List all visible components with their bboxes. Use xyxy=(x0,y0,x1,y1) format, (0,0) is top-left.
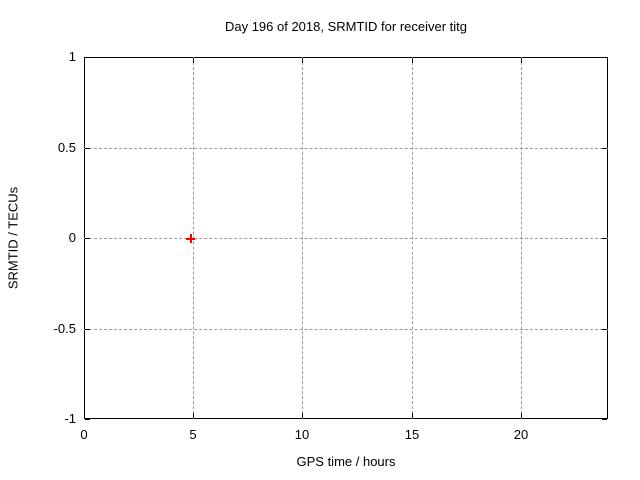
x-tick-bottom xyxy=(412,413,413,418)
y-tick-right xyxy=(602,238,607,239)
x-tick-top xyxy=(302,58,303,63)
x-tick-label: 20 xyxy=(513,427,529,442)
x-axis-label: GPS time / hours xyxy=(296,454,396,469)
x-tick-top xyxy=(84,58,85,63)
x-tick-bottom xyxy=(193,413,194,418)
chart-title: Day 196 of 2018, SRMTID for receiver tit… xyxy=(224,19,468,34)
y-tick-right xyxy=(602,329,607,330)
x-tick-bottom xyxy=(302,413,303,418)
x-tick-label: 5 xyxy=(189,427,197,442)
y-tick-label: 0.5 xyxy=(57,140,76,155)
x-tick-bottom xyxy=(84,413,85,418)
data-point-marker xyxy=(186,234,195,243)
y-gridline xyxy=(84,148,608,149)
y-tick-right xyxy=(602,419,607,420)
y-gridline xyxy=(84,238,608,239)
x-tick-bottom xyxy=(521,413,522,418)
y-tick-label: -1 xyxy=(64,411,76,426)
y-tick-left xyxy=(85,419,90,420)
x-tick-top xyxy=(193,58,194,63)
y-tick-left xyxy=(85,238,90,239)
x-tick-label: 0 xyxy=(80,427,88,442)
x-tick-top xyxy=(521,58,522,63)
x-tick-label: 15 xyxy=(404,427,420,442)
x-tick-top xyxy=(412,58,413,63)
y-tick-right xyxy=(602,57,607,58)
y-tick-label: -0.5 xyxy=(53,321,76,336)
y-tick-right xyxy=(602,148,607,149)
marker-vertical-stroke xyxy=(190,234,192,243)
y-tick-label: 1 xyxy=(68,49,76,64)
y-tick-left xyxy=(85,57,90,58)
x-tick-label: 10 xyxy=(294,427,310,442)
y-gridline xyxy=(84,329,608,330)
y-tick-label: 0 xyxy=(68,230,76,245)
y-tick-left xyxy=(85,329,90,330)
y-tick-left xyxy=(85,148,90,149)
